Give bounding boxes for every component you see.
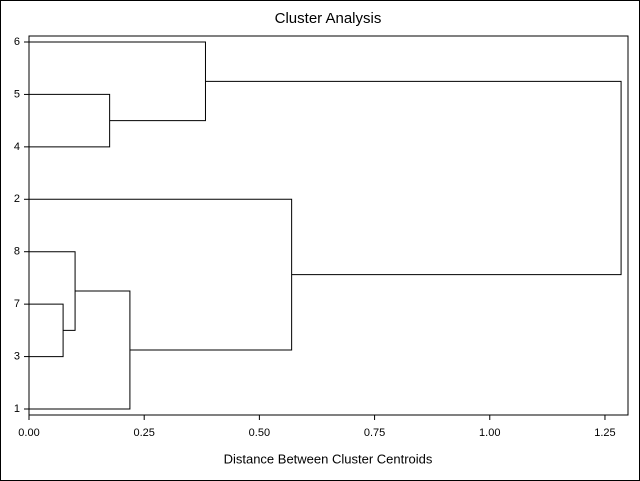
leaf-label: 3	[14, 350, 20, 362]
plot-frame	[28, 35, 629, 416]
x-tick-label: 1.00	[479, 427, 500, 439]
x-tick-label: 0.75	[364, 427, 385, 439]
leaf-label: 1	[14, 403, 20, 415]
x-tick-label: 0.00	[18, 427, 39, 439]
leaf-label: 8	[14, 246, 20, 258]
x-tick-label: 0.25	[133, 427, 154, 439]
chart-title: Cluster Analysis	[275, 10, 382, 27]
dendrogram-link	[29, 251, 76, 331]
dendrogram-link	[29, 303, 64, 358]
leaf-label: 6	[14, 36, 20, 48]
dendrogram-link	[205, 80, 622, 276]
leaf-label: 7	[14, 298, 20, 310]
leaf-label: 4	[14, 141, 20, 153]
dendrogram-link	[29, 290, 131, 410]
dendrogram-link	[29, 198, 293, 351]
x-tick-label: 0.50	[249, 427, 270, 439]
x-tick-label: 1.25	[594, 427, 615, 439]
x-axis-label: Distance Between Cluster Centroids	[224, 451, 433, 466]
leaf-label: 2	[14, 193, 20, 205]
leaf-label: 5	[14, 88, 20, 100]
